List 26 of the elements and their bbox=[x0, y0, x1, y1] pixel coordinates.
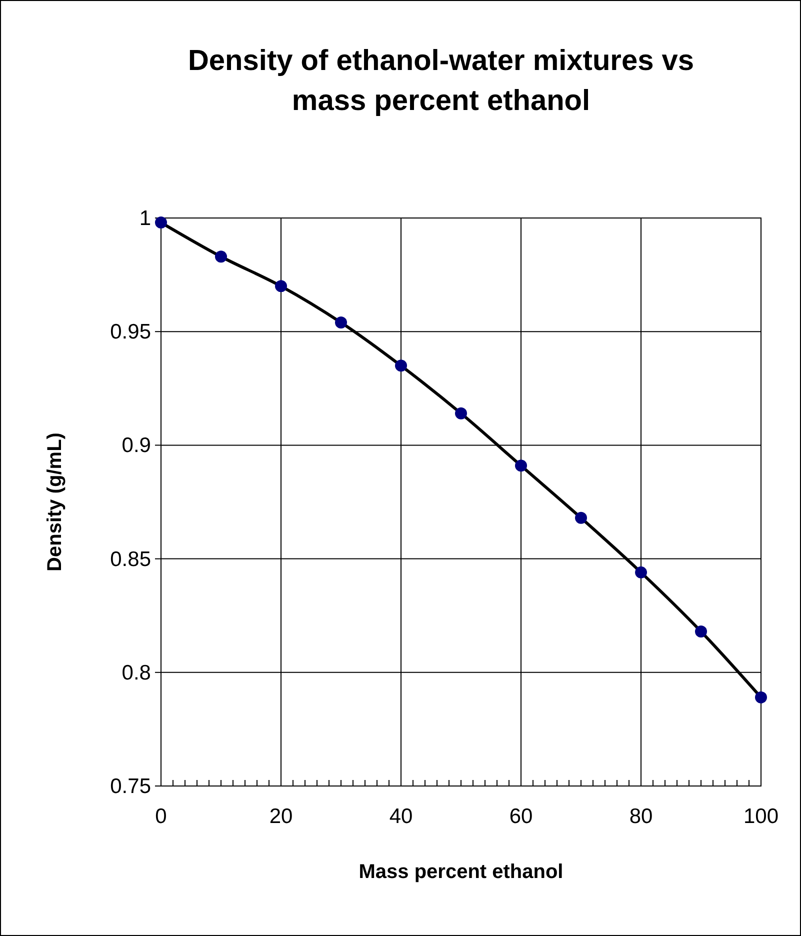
point bbox=[575, 512, 587, 524]
y-tick-label: 1 bbox=[139, 207, 151, 230]
x-tick-label: 100 bbox=[743, 805, 779, 828]
point bbox=[215, 250, 227, 263]
y-tick-label: 0.8 bbox=[122, 661, 151, 684]
y-tick-label: 0.95 bbox=[110, 320, 151, 344]
point bbox=[515, 460, 527, 472]
point bbox=[635, 566, 647, 578]
y-axis-title: Density (g/mL) bbox=[44, 432, 66, 572]
y-tick-label: 0.75 bbox=[110, 775, 151, 798]
x-axis-title: Mass percent ethanol bbox=[358, 861, 564, 883]
point bbox=[275, 280, 287, 292]
point bbox=[155, 216, 167, 229]
x-tick-label: 0 bbox=[155, 805, 167, 828]
x-tick-label: 40 bbox=[389, 805, 413, 828]
point bbox=[695, 626, 707, 638]
x-tick-label: 60 bbox=[509, 805, 533, 828]
x-tick-label: 80 bbox=[629, 805, 653, 828]
chart-title: Density of ethanol-water mixtures vs mass percent ethanol bbox=[188, 45, 694, 117]
point bbox=[335, 316, 347, 329]
point bbox=[455, 407, 467, 420]
point bbox=[755, 691, 767, 704]
point bbox=[395, 360, 407, 372]
y-tick-label: 0.9 bbox=[122, 434, 151, 458]
y-tick-label: 0.85 bbox=[110, 548, 151, 571]
x-tick-label: 20 bbox=[269, 805, 293, 828]
